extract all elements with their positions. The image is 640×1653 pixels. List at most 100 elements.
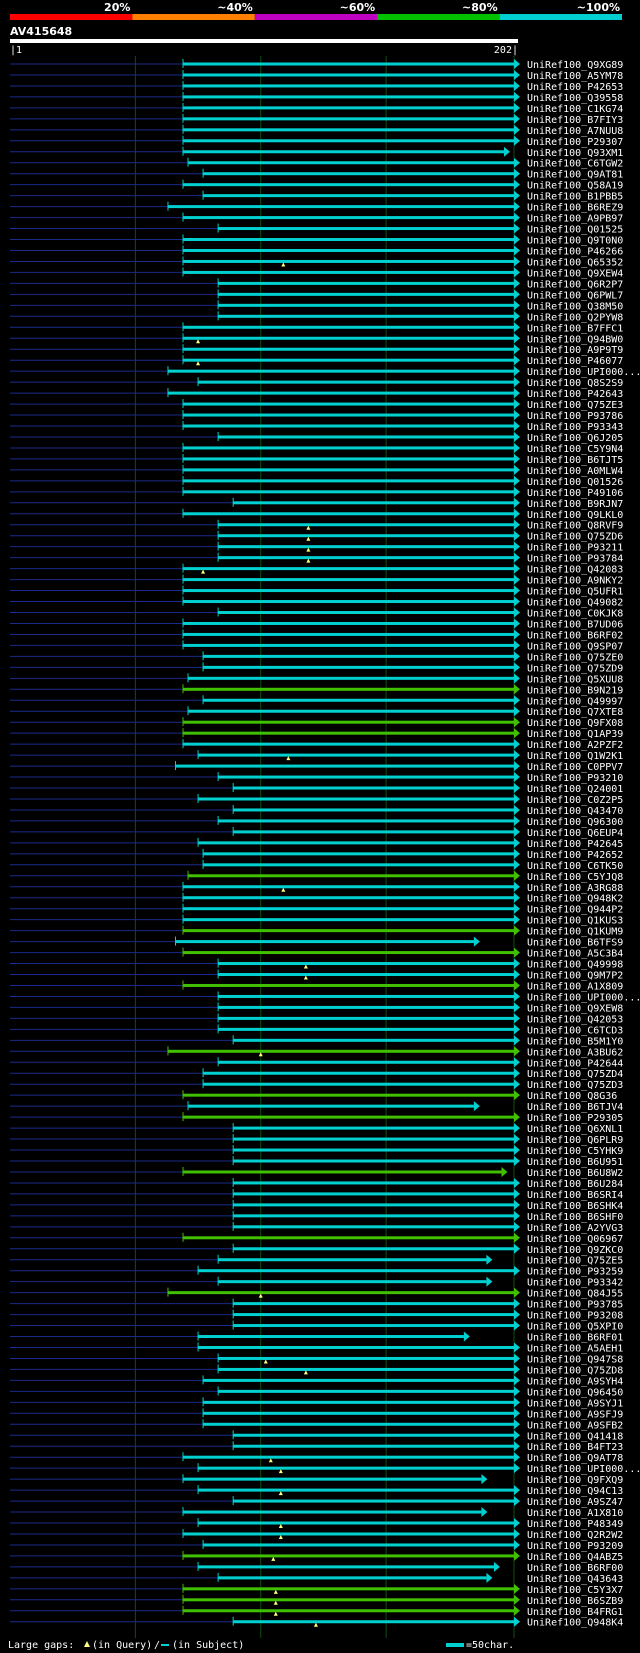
hit-label[interactable]: UniRef100_Q9M7P2 [527, 971, 623, 982]
hit-row[interactable]: UniRef100_Q9FXQ9 [10, 1474, 623, 1486]
hit-row[interactable]: UniRef100_Q38M50 [10, 300, 623, 312]
hit-label[interactable]: UniRef100_B6RF02 [527, 630, 623, 641]
hit-segment[interactable] [218, 611, 515, 614]
hit-segment[interactable] [183, 589, 514, 593]
hit-segment[interactable] [218, 962, 515, 966]
hit-label[interactable]: UniRef100_Q5XPI0 [527, 1322, 623, 1333]
hit-segment[interactable] [233, 808, 514, 812]
hit-row[interactable]: UniRef100_A7NUU8 [10, 124, 623, 137]
hit-row[interactable]: UniRef100_B6U8W2 [10, 1166, 623, 1179]
hit-row[interactable]: UniRef100_Q43470 [10, 804, 623, 817]
hit-row[interactable]: UniRef100_P93209 [10, 1539, 623, 1552]
hit-label[interactable]: UniRef100_A7NUU8 [527, 126, 623, 137]
hit-label[interactable]: UniRef100_B6REZ9 [527, 203, 623, 214]
hit-row[interactable]: UniRef100_Q42053 [10, 1013, 623, 1025]
hit-segment[interactable] [183, 325, 514, 329]
hit-segment[interactable] [183, 1455, 514, 1459]
hit-row[interactable]: UniRef100_Q948K2 [10, 892, 623, 905]
hit-row[interactable]: UniRef100_Q5XUU8 [10, 673, 623, 685]
hit-label[interactable]: UniRef100_Q1KUS3 [527, 916, 623, 927]
hit-label[interactable]: UniRef100_Q94BW0 [527, 334, 623, 345]
hit-segment[interactable] [183, 1587, 514, 1591]
hit-label[interactable]: UniRef100_P42653 [527, 82, 623, 93]
hit-segment[interactable] [183, 358, 514, 362]
hit-row[interactable]: UniRef100_P29305 [10, 1112, 623, 1124]
hit-segment[interactable] [233, 1126, 514, 1130]
hit-segment[interactable] [203, 1543, 514, 1547]
hit-label[interactable]: UniRef100_C1KG74 [527, 104, 623, 115]
hit-row[interactable]: UniRef100_A5AEH1 [10, 1342, 623, 1354]
hit-label[interactable]: UniRef100_Q6EUP4 [527, 828, 623, 839]
hit-segment[interactable] [183, 150, 504, 154]
hit-row[interactable]: UniRef100_Q9AT81 [10, 168, 623, 181]
hit-segment[interactable] [218, 819, 515, 823]
hit-label[interactable]: UniRef100_Q6XNL1 [527, 1124, 623, 1135]
hit-segment[interactable] [175, 764, 514, 768]
hit-segment[interactable] [183, 632, 514, 636]
hit-segment[interactable] [183, 1170, 502, 1174]
hit-segment[interactable] [183, 424, 514, 428]
hit-row[interactable]: UniRef100_UPI000... [10, 991, 640, 1003]
hit-label[interactable]: UniRef100_Q96450 [527, 1387, 623, 1398]
hit-segment[interactable] [198, 841, 515, 845]
hit-row[interactable]: UniRef100_A9SFJ9 [10, 1408, 623, 1420]
hit-label[interactable]: UniRef100_P29307 [527, 137, 623, 148]
hit-label[interactable]: UniRef100_C0KJK8 [527, 609, 623, 620]
hit-segment[interactable] [183, 578, 514, 582]
hit-row[interactable]: UniRef100_Q9FX08 [10, 717, 623, 729]
hit-segment[interactable] [233, 501, 514, 505]
hit-row[interactable]: UniRef100_Q49082 [10, 596, 623, 609]
hit-segment[interactable] [203, 665, 514, 669]
hit-label[interactable]: UniRef100_P48349 [527, 1519, 623, 1530]
hit-segment[interactable] [233, 1214, 514, 1218]
hit-label[interactable]: UniRef100_B6U8W2 [527, 1168, 623, 1179]
hit-row[interactable]: UniRef100_Q75ZD4 [10, 1068, 623, 1080]
hit-row[interactable]: UniRef100_C0PPV7 [10, 761, 623, 773]
hit-label[interactable]: UniRef100_B5M1Y0 [527, 1036, 623, 1047]
hit-label[interactable]: UniRef100_C0Z2P5 [527, 795, 623, 806]
hit-label[interactable]: UniRef100_B6U951 [527, 1157, 623, 1168]
hit-label[interactable]: UniRef100_Q6PLR9 [527, 1135, 623, 1146]
hit-row[interactable]: UniRef100_C5YHK9 [10, 1145, 623, 1157]
hit-label[interactable]: UniRef100_Q5UFR1 [527, 587, 623, 598]
hit-segment[interactable] [183, 567, 514, 571]
hit-row[interactable]: UniRef100_P46077 [10, 355, 623, 367]
hit-label[interactable]: UniRef100_Q49998 [527, 960, 623, 971]
hit-row[interactable]: UniRef100_C5Y9N4 [10, 442, 623, 455]
hit-row[interactable]: UniRef100_B6SHF0 [10, 1210, 623, 1223]
hit-row[interactable]: UniRef100_Q5XPI0 [10, 1320, 623, 1333]
hit-segment[interactable] [233, 1203, 514, 1207]
hit-label[interactable]: UniRef100_P42643 [527, 389, 623, 400]
hit-label[interactable]: UniRef100_B6TJV4 [527, 1102, 623, 1113]
hit-segment[interactable] [183, 951, 514, 955]
hit-label[interactable]: UniRef100_Q42083 [527, 565, 623, 576]
hit-label[interactable]: UniRef100_P93343 [527, 422, 623, 433]
hit-segment[interactable] [218, 1005, 515, 1009]
hit-label[interactable]: UniRef100_Q1W2K1 [527, 751, 623, 762]
hit-label[interactable]: UniRef100_Q01525 [527, 225, 623, 236]
hit-row[interactable]: UniRef100_B6RF00 [10, 1561, 623, 1574]
hit-label[interactable]: UniRef100_A9SZ47 [527, 1497, 623, 1508]
hit-label[interactable]: UniRef100_A9NKY2 [527, 576, 623, 587]
hit-label[interactable]: UniRef100_UPI000... [527, 367, 640, 378]
hit-segment[interactable] [183, 1609, 514, 1613]
hit-segment[interactable] [183, 402, 514, 406]
hit-segment[interactable] [233, 1620, 514, 1624]
hit-row[interactable]: UniRef100_P48349 [10, 1518, 623, 1530]
hit-row[interactable]: UniRef100_Q75ZE5 [10, 1254, 623, 1267]
hit-segment[interactable] [218, 435, 515, 439]
hit-segment[interactable] [183, 216, 514, 220]
hit-row[interactable]: UniRef100_A9SFB2 [10, 1419, 623, 1431]
hit-row[interactable]: UniRef100_P46266 [10, 245, 623, 257]
hit-segment[interactable] [183, 457, 514, 461]
hit-segment[interactable] [183, 742, 514, 746]
hit-segment[interactable] [183, 183, 514, 187]
hit-label[interactable]: UniRef100_Q49997 [527, 696, 623, 707]
hit-row[interactable]: UniRef100_Q96300 [10, 815, 623, 828]
hit-row[interactable]: UniRef100_P42653 [10, 80, 623, 93]
hit-segment[interactable] [188, 874, 514, 878]
hit-label[interactable]: UniRef100_Q9XEW4 [527, 268, 623, 279]
hit-row[interactable]: UniRef100_C0KJK8 [10, 607, 623, 620]
hit-row[interactable]: UniRef100_C5YJQ8 [10, 870, 623, 883]
hit-segment[interactable] [183, 117, 514, 121]
